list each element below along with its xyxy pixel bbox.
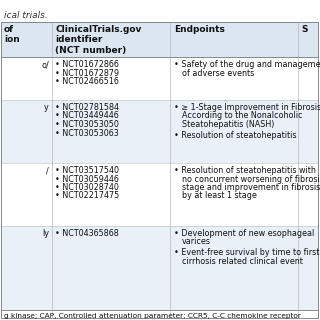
Text: cirrhosis related clinical event: cirrhosis related clinical event — [182, 257, 303, 266]
Text: g kinase; CAP, Controlled attenuation parameter; CCR5, C-C chemokine receptor
it: g kinase; CAP, Controlled attenuation pa… — [4, 313, 301, 320]
Text: • NCT02466516: • NCT02466516 — [55, 77, 119, 86]
Bar — [1, 226, 318, 310]
Text: no concurrent worsening of fibrosis: no concurrent worsening of fibrosis — [182, 174, 320, 183]
Text: • Event-free survival by time to first: • Event-free survival by time to first — [174, 248, 319, 257]
Text: of
ion: of ion — [4, 25, 20, 44]
Text: varices: varices — [182, 237, 211, 246]
Text: by at least 1 stage: by at least 1 stage — [182, 191, 257, 201]
Text: According to the Nonalcoholic: According to the Nonalcoholic — [182, 111, 302, 121]
Text: stage and improvement in fibrosis: stage and improvement in fibrosis — [182, 183, 320, 192]
Text: Endpoints: Endpoints — [174, 25, 225, 34]
Text: ClinicalTrials.gov
identifier
(NCT number): ClinicalTrials.gov identifier (NCT numbe… — [55, 25, 141, 55]
Bar — [1, 22, 318, 57]
Text: • ≥ 1-Stage Improvement in Fibrosis: • ≥ 1-Stage Improvement in Fibrosis — [174, 103, 320, 112]
Text: • Resolution of steatohepatitis: • Resolution of steatohepatitis — [174, 131, 297, 140]
Text: /: / — [46, 166, 49, 175]
Bar — [1, 163, 318, 226]
Text: • Safety of the drug and management: • Safety of the drug and management — [174, 60, 320, 69]
Text: • NCT03053050: • NCT03053050 — [55, 120, 119, 129]
Text: • NCT03053063: • NCT03053063 — [55, 129, 119, 138]
Text: o/: o/ — [41, 60, 49, 69]
Text: • NCT03449446: • NCT03449446 — [55, 111, 119, 121]
Text: S: S — [301, 25, 308, 34]
Text: • NCT04365868: • NCT04365868 — [55, 229, 119, 238]
Text: • Resolution of steatohepatitis with: • Resolution of steatohepatitis with — [174, 166, 316, 175]
Bar — [1, 310, 318, 318]
Text: • NCT01672866: • NCT01672866 — [55, 60, 119, 69]
Text: • NCT02781584: • NCT02781584 — [55, 103, 119, 112]
Text: • NCT02217475: • NCT02217475 — [55, 191, 119, 201]
Text: • NCT01672879: • NCT01672879 — [55, 68, 119, 77]
Text: of adverse events: of adverse events — [182, 68, 254, 77]
Text: • NCT03059446: • NCT03059446 — [55, 174, 119, 183]
Text: Steatohepatitis (NASH): Steatohepatitis (NASH) — [182, 120, 274, 129]
Text: • Development of new esophageal: • Development of new esophageal — [174, 229, 314, 238]
Text: ly: ly — [42, 229, 49, 238]
Bar — [1, 57, 318, 100]
Text: • NCT03028740: • NCT03028740 — [55, 183, 119, 192]
Text: • NCT03517540: • NCT03517540 — [55, 166, 119, 175]
Bar — [1, 100, 318, 163]
Text: y: y — [44, 103, 49, 112]
Text: ical trials.: ical trials. — [4, 11, 48, 20]
